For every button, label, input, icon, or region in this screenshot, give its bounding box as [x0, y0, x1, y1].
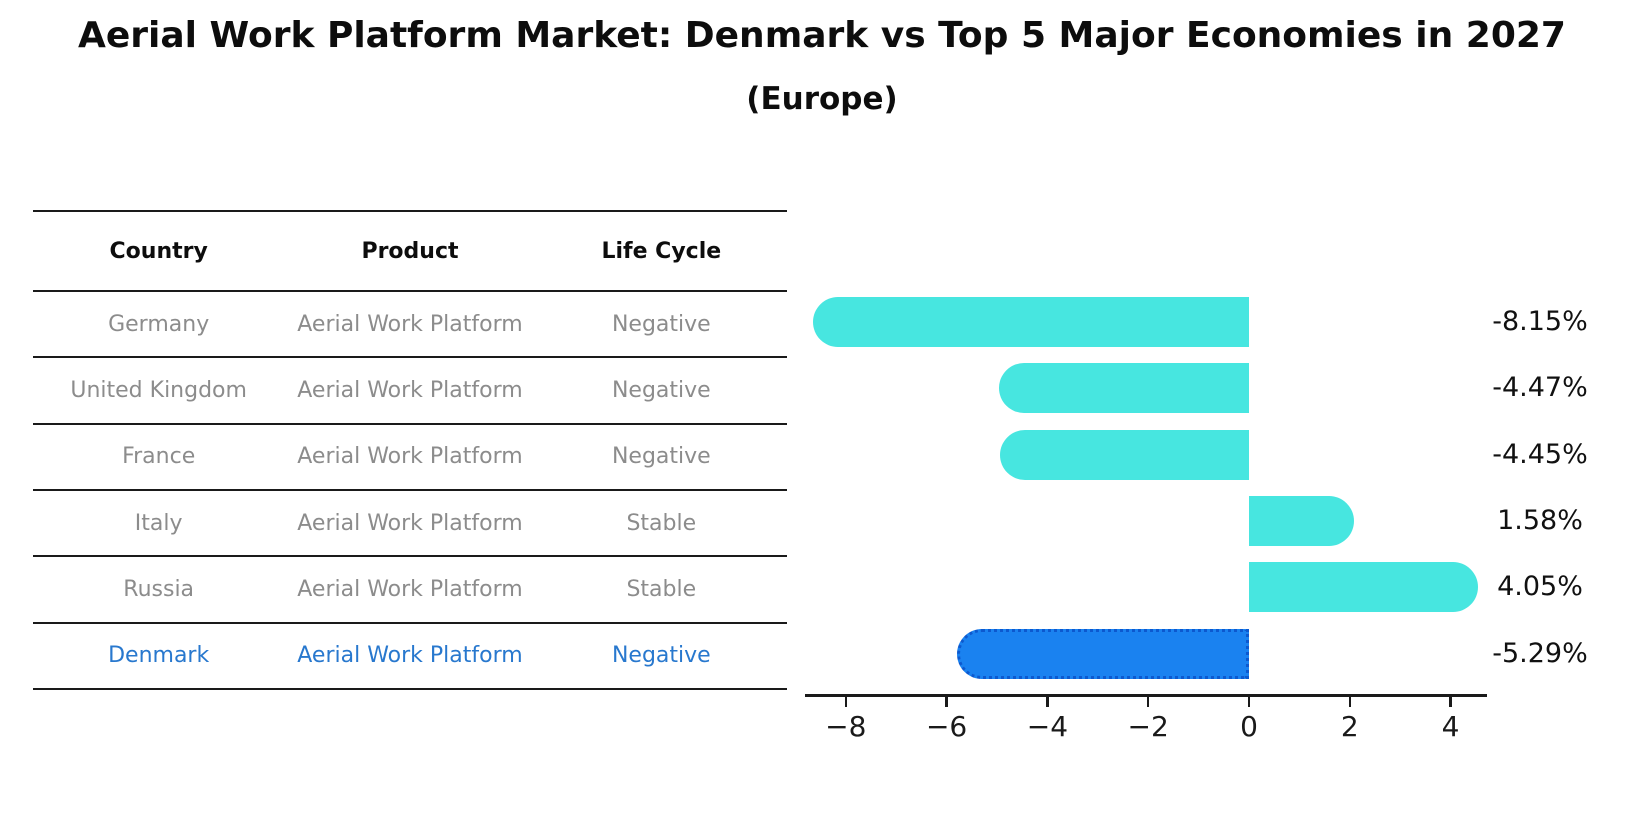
value-label: -4.47%	[1492, 372, 1588, 404]
cell-country: Italy	[134, 510, 183, 536]
table-row: United Kingdom Aerial Work Platform Negati…	[33, 358, 787, 425]
value-label: 1.58%	[1497, 505, 1583, 537]
title-block: Aerial Work Platform Market: Denmark vs …	[0, 0, 1644, 118]
x-axis-tick-label: 0	[1240, 710, 1258, 743]
x-axis-tick-label: −4	[1026, 710, 1069, 743]
chart-subtitle: (Europe)	[746, 81, 898, 117]
table-top-rule	[33, 210, 787, 212]
cell-life-cycle: Negative	[611, 643, 711, 669]
bar-united-kingdom	[998, 363, 1249, 414]
x-axis-tick	[844, 697, 848, 707]
table-body: Germany Aerial Work Platform Negative Unite…	[33, 292, 787, 690]
x-axis-tick	[1348, 697, 1352, 707]
cell-product: Aerial Work Platform	[297, 510, 523, 536]
bar-italy	[1249, 496, 1354, 547]
value-label: -8.15%	[1492, 306, 1588, 338]
country-table: Country Product Life Cycle Germany Aerial…	[33, 210, 787, 690]
table-row: Denmark Aerial Work Platform Negative	[33, 624, 787, 690]
table-header-row: Country Product Life Cycle	[33, 212, 787, 292]
cell-life-cycle: Negative	[611, 377, 711, 403]
cell-country: United Kingdom	[70, 377, 247, 403]
cell-life-cycle: Stable	[626, 576, 697, 602]
bar-denmark	[957, 628, 1249, 679]
cell-life-cycle: Stable	[626, 510, 697, 536]
value-label: -4.45%	[1492, 438, 1588, 470]
chart-title: Aerial Work Platform Market: Denmark vs …	[78, 15, 1566, 56]
cell-country: Russia	[123, 576, 195, 602]
value-label: -5.29%	[1492, 637, 1588, 669]
cell-country: Germany	[108, 311, 210, 337]
x-axis-tick	[1046, 697, 1049, 707]
x-axis-tick	[1247, 697, 1251, 707]
x-axis-tick	[945, 697, 948, 707]
bar-france	[999, 429, 1249, 480]
x-axis-line	[805, 694, 1487, 697]
column-header-lifecycle: Life Cycle	[601, 238, 722, 264]
column-header-country: Country	[109, 238, 208, 264]
cell-country: Denmark	[108, 643, 210, 669]
table-row: Germany Aerial Work Platform Negative	[33, 292, 787, 359]
column-header-product: Product	[361, 238, 459, 264]
cell-product: Aerial Work Platform	[297, 576, 523, 602]
x-axis-tick-label: −6	[925, 710, 968, 743]
x-axis-tick	[1449, 697, 1452, 707]
cell-product: Aerial Work Platform	[297, 444, 523, 470]
table-row: France Aerial Work Platform Negative	[33, 425, 787, 491]
cell-product: Aerial Work Platform	[297, 311, 523, 337]
x-axis-tick-label: 2	[1340, 710, 1359, 743]
cell-country: France	[122, 444, 196, 470]
x-axis-tick-label: −2	[1127, 710, 1169, 743]
x-axis-tick-label: 4	[1441, 710, 1460, 743]
table-row: Italy Aerial Work Platform Stable	[33, 491, 787, 558]
value-label: 4.05%	[1497, 571, 1583, 603]
cell-life-cycle: Negative	[611, 311, 711, 337]
bar-germany	[813, 297, 1249, 348]
cell-life-cycle: Negative	[611, 444, 711, 470]
bar-russia	[1249, 562, 1479, 613]
x-axis-tick	[1146, 697, 1150, 707]
x-axis-tick-label: −8	[825, 710, 867, 743]
table-row: Russia Aerial Work Platform Stable	[33, 557, 787, 624]
cell-product: Aerial Work Platform	[297, 377, 523, 403]
cell-product: Aerial Work Platform	[297, 643, 523, 669]
